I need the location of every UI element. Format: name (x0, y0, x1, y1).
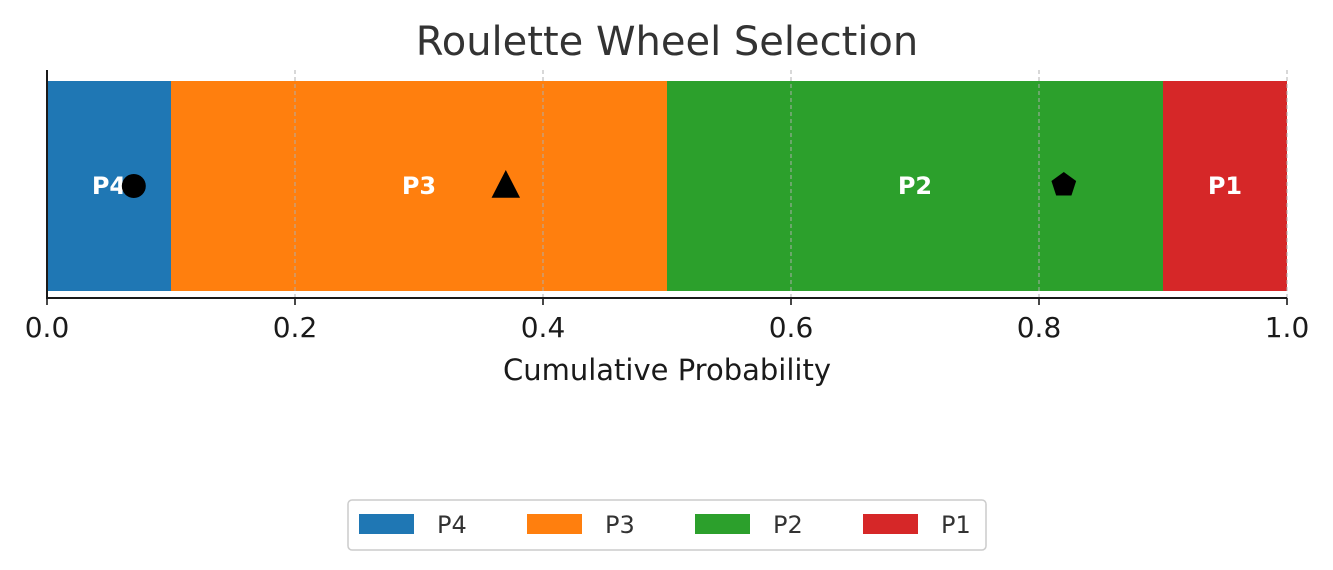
x-tick-label: 0.8 (1017, 311, 1062, 344)
bar-segment-p3 (171, 81, 667, 291)
ticks-layer: 0.0 0.2 0.4 0.6 0.8 1.0 (25, 298, 1310, 344)
legend-label-p2: P2 (773, 511, 803, 539)
segment-label: P4 (92, 172, 126, 200)
legend-label-p1: P1 (941, 511, 971, 539)
segment-label: P1 (1208, 172, 1242, 200)
bar-segment-p2 (667, 81, 1163, 291)
legend-swatch-p1 (863, 514, 918, 534)
bars-layer: P4 P3 P2 P1 (47, 81, 1287, 291)
markers-layer (121, 170, 1077, 198)
segment-label: P3 (402, 172, 436, 200)
marker-triangle (491, 170, 521, 198)
chart-title: Roulette Wheel Selection (416, 19, 919, 65)
bar-segment-p4 (47, 81, 171, 291)
marker-pentagon (1051, 172, 1077, 196)
legend-label-p4: P4 (437, 511, 467, 539)
legend-swatch-p2 (695, 514, 750, 534)
legend: P4 P3 P2 P1 (347, 499, 987, 551)
x-axis-label: Cumulative Probability (503, 353, 831, 387)
x-tick-label: 0.6 (769, 311, 814, 344)
segment-label: P2 (898, 172, 932, 200)
marker-circle (121, 174, 146, 198)
legend-swatch-p3 (527, 514, 582, 534)
x-tick-label: 1.0 (1265, 311, 1310, 344)
x-tick-label: 0.2 (273, 311, 318, 344)
x-tick-label: 0.0 (25, 311, 70, 344)
x-tick-label: 0.4 (521, 311, 566, 344)
legend-box (347, 499, 987, 551)
legend-label-p3: P3 (605, 511, 635, 539)
grid-layer (294, 70, 1288, 298)
axes-layer (46, 70, 1287, 299)
legend-swatch-p4 (359, 514, 414, 534)
bar-segment-p1 (1163, 81, 1287, 291)
